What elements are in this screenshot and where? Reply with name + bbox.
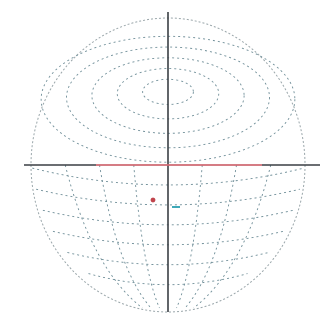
lower-arc-1 bbox=[32, 167, 304, 186]
meridian-4 bbox=[184, 164, 237, 309]
meridian-1 bbox=[133, 164, 160, 309]
upper-cap-circle-4 bbox=[66, 46, 270, 149]
upper-cap-circle-5 bbox=[40, 35, 296, 163]
marker-layer bbox=[150, 197, 180, 208]
point-red-mark bbox=[150, 197, 156, 203]
axes-layer bbox=[24, 12, 320, 312]
lower-arc-2 bbox=[36, 188, 300, 206]
meridian-2 bbox=[176, 164, 203, 309]
meridian-3 bbox=[99, 164, 152, 309]
